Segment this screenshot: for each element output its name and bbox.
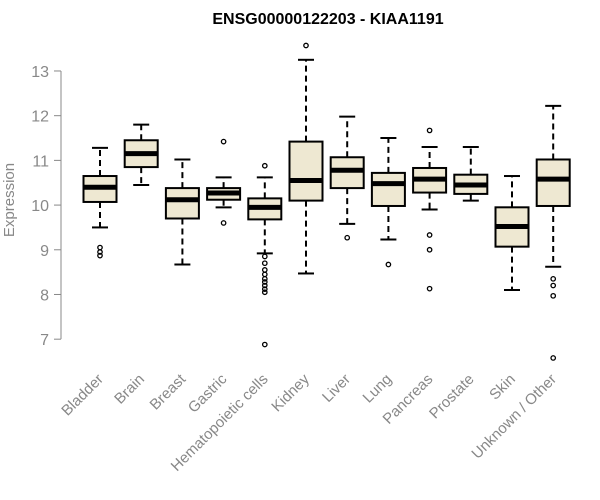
outlier-point — [344, 234, 351, 241]
box-group — [206, 138, 242, 226]
box-group — [288, 42, 324, 275]
outlier-point — [426, 246, 433, 253]
y-axis: 7 8 9 10 11 12 13 — [31, 64, 62, 349]
box-group — [164, 158, 200, 266]
outlier-point — [550, 282, 557, 289]
outlier-point — [261, 260, 268, 267]
box-group — [453, 145, 489, 202]
y-tick-label: 12 — [31, 109, 49, 126]
box-group — [535, 104, 571, 361]
box-group — [123, 123, 159, 186]
y-tick-label: 11 — [32, 153, 49, 170]
outlier-point — [426, 232, 433, 238]
outlier-point — [261, 341, 268, 348]
y-tick-label: 9 — [40, 243, 49, 260]
outlier-point — [97, 252, 103, 259]
boxes-layer — [82, 42, 571, 361]
outlier-point — [261, 267, 268, 273]
outlier-point — [220, 138, 227, 145]
x-tick-label: Lung — [360, 371, 396, 407]
outlier-point — [426, 127, 433, 134]
y-tick-label: 13 — [31, 64, 49, 81]
outlier-point — [261, 271, 268, 278]
outlier-point — [220, 220, 227, 226]
x-tick-label: Kidney — [268, 370, 313, 415]
y-tick-label: 10 — [31, 198, 49, 215]
x-tick-label: Bladder — [58, 371, 107, 420]
box-group — [247, 162, 283, 348]
y-tick-label: 8 — [40, 287, 49, 304]
outlier-point — [550, 292, 557, 299]
x-tick-label: Breast — [147, 370, 190, 413]
x-tick-label: Liver — [319, 371, 354, 406]
outlier-point — [303, 42, 309, 49]
outlier-point — [261, 253, 268, 260]
outlier-point — [550, 355, 557, 361]
outlier-point — [550, 275, 557, 282]
outlier-point — [261, 162, 268, 169]
outlier-point — [261, 282, 268, 289]
outlier-point — [97, 244, 103, 251]
iqr-box — [535, 158, 571, 207]
y-tick-label: 7 — [40, 332, 49, 349]
box-group — [82, 146, 118, 259]
outlier-point — [97, 249, 103, 255]
outlier-point — [426, 285, 433, 292]
outlier-point — [261, 286, 268, 292]
outlier-point — [261, 289, 268, 296]
x-tick-label: Skin — [486, 371, 519, 404]
chart-title: ENSG00000122203 - KIAA1191 — [212, 11, 443, 28]
iqr-box — [164, 187, 200, 220]
iqr-box — [370, 171, 406, 207]
outlier-point — [385, 261, 392, 268]
y-axis-label: Expression — [1, 163, 18, 237]
box-group — [370, 137, 406, 268]
outlier-point — [261, 279, 268, 285]
box-group — [329, 115, 365, 241]
x-tick-label: Brain — [111, 371, 148, 408]
box-group — [494, 175, 530, 292]
outlier-point — [261, 275, 268, 282]
x-tick-label: Prostate — [426, 371, 478, 423]
box-group — [412, 127, 448, 292]
iqr-box — [288, 140, 324, 202]
